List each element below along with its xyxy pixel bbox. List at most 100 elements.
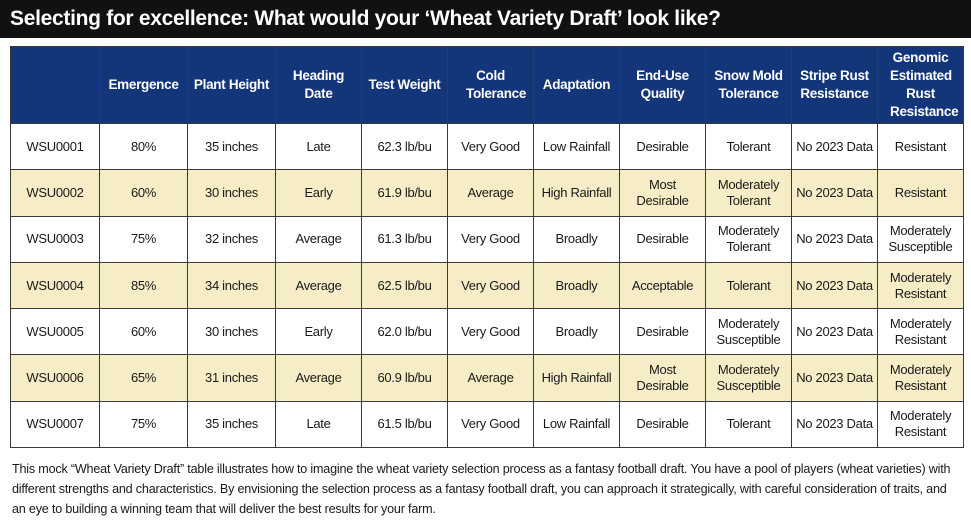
cell-emergence: 60% xyxy=(99,308,188,356)
cell-adaptation: Broadly xyxy=(533,215,620,263)
cell-stripe-rust-resistance: No 2023 Data xyxy=(791,354,878,402)
cell-snow-mold-tolerance: Moderately Tolerant xyxy=(705,215,792,263)
table-row: WSU0002 60% 30 inches Early 61.9 lb/bu Averag… xyxy=(10,169,964,217)
cell-stripe-rust-resistance: No 2023 Data xyxy=(791,261,878,310)
page-title: Selecting for excellence: What would you… xyxy=(0,0,971,38)
cell-variety: WSU0004 xyxy=(10,261,100,310)
cell-cold-tolerance: Very Good xyxy=(447,215,534,263)
table-body: WSU0001 80% 35 inches Late 62.3 lb/bu Very Go… xyxy=(10,122,964,449)
table-row: WSU0005 60% 30 inches Early 62.0 lb/bu Very G… xyxy=(10,308,964,356)
cell-adaptation: Broadly xyxy=(533,261,620,310)
cell-cold-tolerance: Very Good xyxy=(447,261,534,310)
cell-test-weight: 62.0 lb/bu xyxy=(361,308,448,356)
cell-cold-tolerance: Average xyxy=(447,169,534,217)
cell-stripe-rust-resistance: No 2023 Data xyxy=(791,122,878,171)
cell-emergence: 75% xyxy=(99,400,188,449)
cell-end-use-quality: Desirable xyxy=(619,215,706,263)
cell-heading-date: Average xyxy=(275,215,362,263)
cell-cold-tolerance: Very Good xyxy=(447,122,534,171)
header-adaptation: Adaptation xyxy=(533,46,620,124)
table-row: WSU0004 85% 34 inches Average 62.5 lb/bu Very… xyxy=(10,261,964,310)
cell-end-use-quality: Desirable xyxy=(619,400,706,449)
header-stripe-rust-resistance: Stripe Rust Resistance xyxy=(791,46,878,124)
cell-end-use-quality: Most Desirable xyxy=(619,169,706,217)
cell-snow-mold-tolerance: Moderately Susceptible xyxy=(705,354,792,402)
header-test-weight: Test Weight xyxy=(361,46,448,124)
cell-test-weight: 62.3 lb/bu xyxy=(361,122,448,171)
variety-table-container: Emergence Plant Height Heading Date Test… xyxy=(10,46,964,449)
cell-emergence: 80% xyxy=(99,122,188,171)
cell-plant-height: 34 inches xyxy=(187,261,276,310)
cell-test-weight: 60.9 lb/bu xyxy=(361,354,448,402)
cell-end-use-quality: Desirable xyxy=(619,122,706,171)
cell-plant-height: 32 inches xyxy=(187,215,276,263)
cell-heading-date: Late xyxy=(275,400,362,449)
cell-variety: WSU0003 xyxy=(10,215,100,263)
cell-variety: WSU0002 xyxy=(10,169,100,217)
table-row: WSU0007 75% 35 inches Late 61.5 lb/bu Very Go… xyxy=(10,400,964,449)
table-row: WSU0003 75% 32 inches Average 61.3 lb/bu Very… xyxy=(10,215,964,263)
header-cold-tolerance: Cold Tolerance xyxy=(447,46,534,124)
cell-cold-tolerance: Very Good xyxy=(447,308,534,356)
cell-genomic-rust-resistance: Resistant xyxy=(877,122,964,171)
table-row: WSU0001 80% 35 inches Late 62.3 lb/bu Very Go… xyxy=(10,122,964,171)
cell-genomic-rust-resistance: Moderately Resistant xyxy=(877,308,964,356)
table-caption: This mock “Wheat Variety Draft” table il… xyxy=(12,462,951,516)
header-end-use-quality: End-Use Quality xyxy=(619,46,706,124)
cell-test-weight: 61.3 lb/bu xyxy=(361,215,448,263)
cell-adaptation: Broadly xyxy=(533,308,620,356)
cell-adaptation: High Rainfall xyxy=(533,169,620,217)
cell-plant-height: 31 inches xyxy=(187,354,276,402)
cell-snow-mold-tolerance: Moderately Susceptible xyxy=(705,308,792,356)
cell-variety: WSU0007 xyxy=(10,400,100,449)
cell-adaptation: Low Rainfall xyxy=(533,400,620,449)
cell-snow-mold-tolerance: Tolerant xyxy=(705,261,792,310)
cell-end-use-quality: Desirable xyxy=(619,308,706,356)
cell-test-weight: 61.5 lb/bu xyxy=(361,400,448,449)
cell-genomic-rust-resistance: Resistant xyxy=(877,169,964,217)
table-row: WSU0006 65% 31 inches Average 60.9 lb/bu Aver… xyxy=(10,354,964,402)
cell-emergence: 60% xyxy=(99,169,188,217)
cell-test-weight: 61.9 lb/bu xyxy=(361,169,448,217)
header-variety xyxy=(10,46,100,124)
header-heading-date: Heading Date xyxy=(275,46,362,124)
cell-snow-mold-tolerance: Tolerant xyxy=(705,122,792,171)
cell-genomic-rust-resistance: Moderately Resistant xyxy=(877,400,964,449)
cell-snow-mold-tolerance: Tolerant xyxy=(705,400,792,449)
cell-adaptation: Low Rainfall xyxy=(533,122,620,171)
cell-plant-height: 30 inches xyxy=(187,308,276,356)
cell-stripe-rust-resistance: No 2023 Data xyxy=(791,169,878,217)
cell-emergence: 75% xyxy=(99,215,188,263)
cell-emergence: 85% xyxy=(99,261,188,310)
cell-cold-tolerance: Average xyxy=(447,354,534,402)
cell-adaptation: High Rainfall xyxy=(533,354,620,402)
cell-variety: WSU0005 xyxy=(10,308,100,356)
cell-end-use-quality: Acceptable xyxy=(619,261,706,310)
cell-plant-height: 35 inches xyxy=(187,122,276,171)
cell-genomic-rust-resistance: Moderately Susceptible xyxy=(877,215,964,263)
cell-heading-date: Late xyxy=(275,122,362,171)
cell-heading-date: Average xyxy=(275,261,362,310)
cell-plant-height: 35 inches xyxy=(187,400,276,449)
cell-stripe-rust-resistance: No 2023 Data xyxy=(791,400,878,449)
cell-genomic-rust-resistance: Moderately Resistant xyxy=(877,261,964,310)
cell-stripe-rust-resistance: No 2023 Data xyxy=(791,308,878,356)
cell-heading-date: Average xyxy=(275,354,362,402)
cell-heading-date: Early xyxy=(275,169,362,217)
cell-genomic-rust-resistance: Moderately Resistant xyxy=(877,354,964,402)
cell-test-weight: 62.5 lb/bu xyxy=(361,261,448,310)
header-snow-mold-tolerance: Snow Mold Tolerance xyxy=(705,46,792,124)
cell-plant-height: 30 inches xyxy=(187,169,276,217)
cell-stripe-rust-resistance: No 2023 Data xyxy=(791,215,878,263)
cell-emergence: 65% xyxy=(99,354,188,402)
header-plant-height: Plant Height xyxy=(187,46,276,124)
cell-cold-tolerance: Very Good xyxy=(447,400,534,449)
cell-heading-date: Early xyxy=(275,308,362,356)
cell-variety: WSU0006 xyxy=(10,354,100,402)
header-emergence: Emergence xyxy=(99,46,188,124)
cell-variety: WSU0001 xyxy=(10,122,100,171)
table-header-row: Emergence Plant Height Heading Date Test… xyxy=(10,46,964,124)
cell-snow-mold-tolerance: Moderately Tolerant xyxy=(705,169,792,217)
header-genomic-rust-resistance: Genomic Estimated Rust Resistance xyxy=(877,46,964,124)
cell-end-use-quality: Most Desirable xyxy=(619,354,706,402)
